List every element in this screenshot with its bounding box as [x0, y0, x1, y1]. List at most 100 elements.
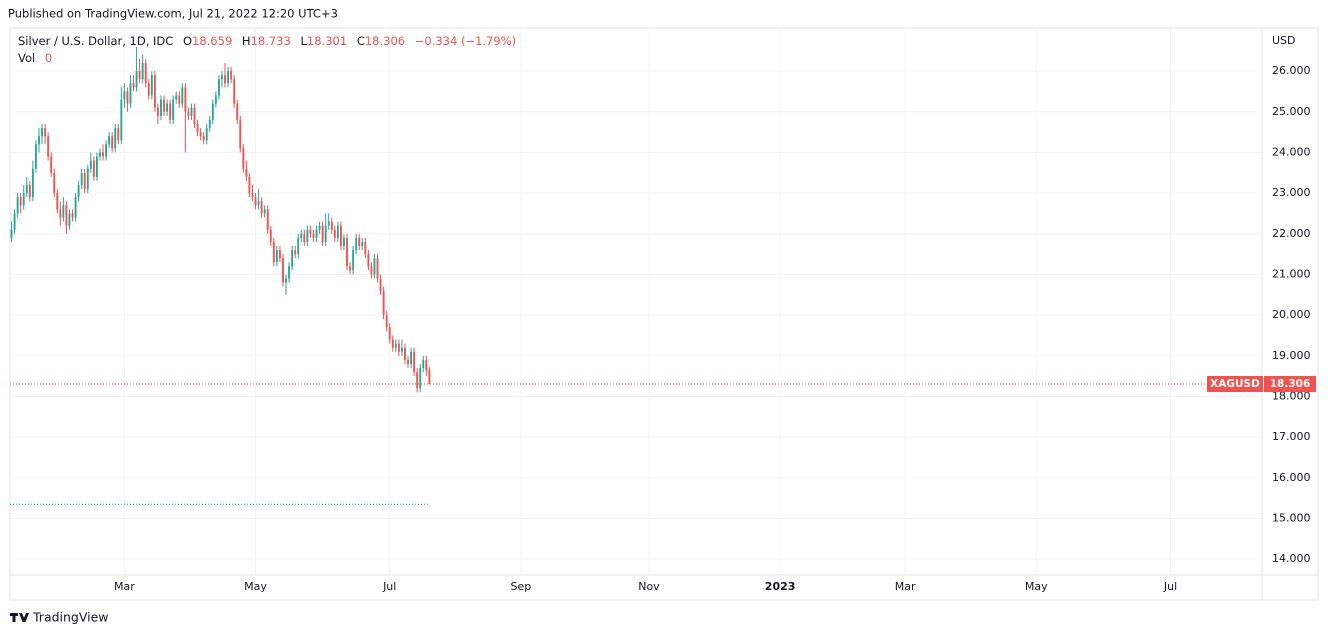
low-label: L: [300, 34, 307, 48]
candle-body: [361, 241, 364, 246]
candle-body: [135, 71, 138, 88]
candle-body: [19, 197, 22, 206]
candle-body: [419, 367, 422, 389]
candle-body: [416, 372, 419, 389]
candle-body: [86, 168, 89, 190]
candle-body: [324, 225, 327, 242]
candle-body: [56, 193, 59, 210]
candle-body: [221, 75, 223, 80]
candle-body: [77, 184, 80, 198]
candle-body: [315, 229, 318, 238]
candle-body: [300, 233, 303, 238]
candle-body: [370, 266, 373, 275]
candle-body: [117, 128, 120, 141]
candle-body: [278, 250, 281, 259]
open-label: O: [183, 34, 192, 48]
candle-body: [34, 144, 37, 169]
candle-body: [53, 172, 56, 194]
y-tick-label: 22.000: [1272, 227, 1311, 240]
candle-body: [123, 91, 126, 100]
legend-row: Silver / U.S. Dollar, 1D, IDC O18.659 H 1…: [18, 34, 516, 48]
open-value: 18.659: [192, 34, 232, 48]
candle-body: [211, 103, 214, 120]
volume-value: 0: [45, 51, 52, 65]
candle-body: [16, 197, 19, 214]
y-tick-label: 25.000: [1272, 105, 1311, 118]
candle-body: [111, 136, 114, 149]
symbol-title: Silver / U.S. Dollar, 1D, IDC: [18, 34, 173, 48]
candle-body: [25, 184, 28, 194]
price-label: 18.306: [1270, 378, 1311, 390]
candle-body: [41, 128, 43, 137]
volume-row: Vol 0: [18, 51, 52, 65]
candle-body: [230, 71, 233, 80]
candle-body: [199, 132, 202, 137]
candle-body: [196, 123, 199, 133]
candle-body: [102, 152, 104, 157]
candle-body: [373, 258, 376, 275]
ticker-badge: [1207, 376, 1263, 393]
candle-body: [294, 250, 297, 255]
candle-body: [397, 343, 400, 352]
candle-body: [169, 103, 172, 120]
candle-body: [327, 221, 330, 226]
candle-body: [394, 343, 397, 348]
candle-body: [138, 71, 141, 80]
candle-body: [10, 229, 13, 238]
y-tick-label: 20.000: [1272, 308, 1311, 321]
candle-body: [263, 209, 266, 214]
candle-body: [175, 95, 178, 100]
candle-body: [160, 99, 162, 116]
candle-body: [44, 128, 47, 137]
candle-body: [13, 213, 16, 230]
candle-body: [254, 197, 257, 206]
low-value: 18.301: [307, 34, 347, 48]
currency: USD: [1272, 34, 1296, 47]
y-tick-label: 21.000: [1272, 267, 1311, 280]
footer-brand: TradingView: [32, 610, 109, 625]
candle-body: [291, 250, 294, 267]
y-tick-label: 19.000: [1272, 349, 1311, 362]
candle-body: [400, 347, 403, 352]
candle-body: [184, 87, 187, 112]
candle-body: [114, 128, 117, 149]
tradingview-logo: TradingView: [10, 610, 109, 625]
candle-body: [233, 79, 236, 104]
candle-body: [422, 359, 425, 368]
candle-body: [355, 237, 358, 251]
candle-body: [297, 237, 300, 255]
candle-body: [364, 241, 367, 255]
candle-body: [129, 83, 132, 104]
candle-body: [312, 233, 315, 238]
candle-body: [367, 254, 370, 267]
logo-icon: [10, 613, 29, 622]
candle-body: [193, 107, 196, 124]
x-tick-label: Jul: [382, 580, 396, 593]
candle-body: [126, 91, 129, 104]
published-note: Published on TradingView.com, Jul 21, 20…: [8, 7, 338, 21]
candle-body: [239, 119, 242, 149]
candle-body: [245, 168, 248, 177]
candle-body: [318, 225, 321, 230]
candle-body: [187, 111, 190, 116]
high-label: H: [242, 34, 251, 48]
candle-body: [132, 83, 135, 88]
y-tick-label: 15.000: [1272, 511, 1311, 524]
candle-body: [99, 152, 101, 157]
candle-body: [288, 266, 291, 279]
candle-body: [156, 107, 159, 116]
candle-body: [89, 160, 92, 169]
candle-body: [172, 99, 175, 120]
candle-body: [339, 225, 342, 246]
grid: [10, 28, 1262, 575]
candle-body: [166, 103, 169, 112]
y-tick-label: 18.000: [1272, 389, 1311, 402]
candle-body: [269, 229, 272, 242]
candle-body: [62, 205, 65, 218]
close-label: C: [357, 34, 365, 48]
candle-body: [349, 266, 352, 271]
candle-body: [205, 128, 208, 141]
candle-body: [242, 148, 245, 169]
candle-body: [108, 136, 111, 145]
candle-body: [59, 209, 62, 218]
